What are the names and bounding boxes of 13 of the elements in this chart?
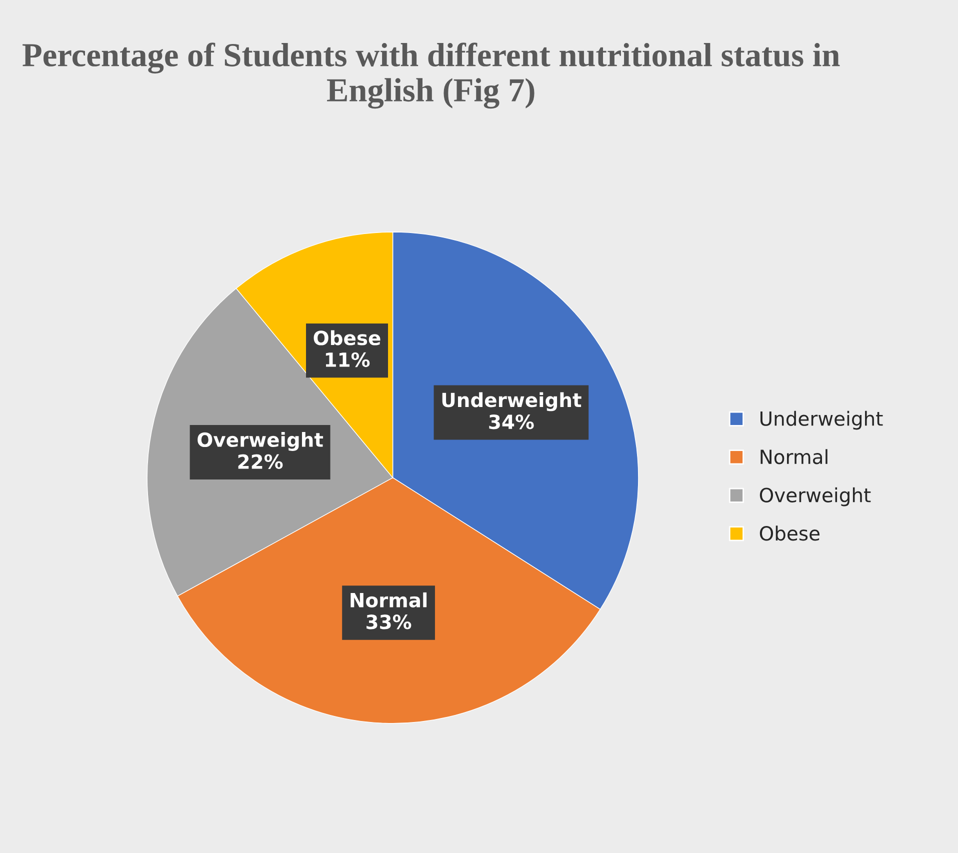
- legend-label: Underweight: [760, 410, 883, 430]
- data-label: 11%: [326, 352, 370, 368]
- slice-label: Overweight: [198, 432, 324, 451]
- data-label: 22%: [238, 454, 283, 469]
- legend-label: Obese: [760, 526, 820, 541]
- legend-label: Normal: [760, 449, 828, 464]
- slice-label: Normal: [350, 592, 427, 608]
- legend-label: Overweight: [760, 487, 871, 506]
- data-label: 33%: [366, 614, 412, 630]
- chart-title: Percentage of Students with different nutritional status in English (Fig 7): [22, 42, 840, 109]
- data-label: 34%: [489, 414, 534, 430]
- slice-label: Obese: [314, 330, 380, 346]
- slice-label: Underweight: [442, 392, 582, 412]
